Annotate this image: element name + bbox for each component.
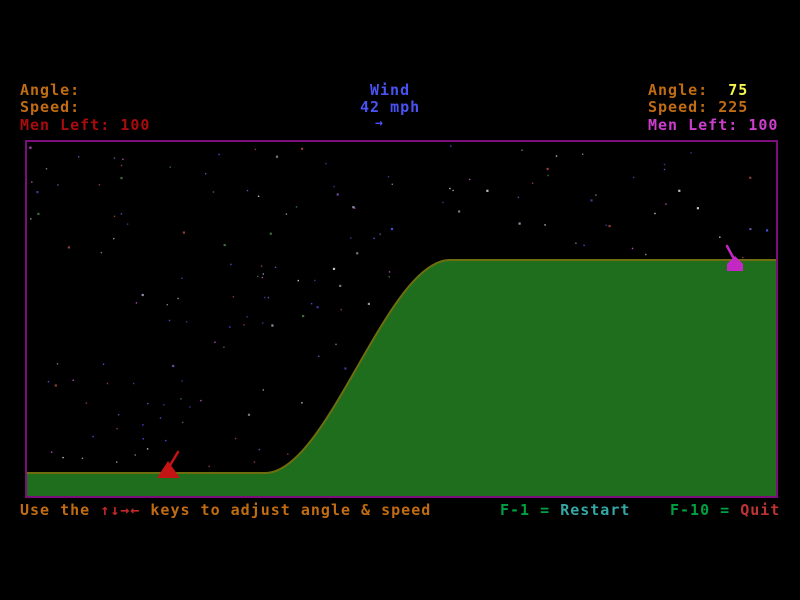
left-cannon — [157, 450, 180, 478]
wind-value: 42 mph — [360, 100, 420, 115]
angle-label: Angle: — [648, 81, 729, 99]
speed-value: 225 — [718, 98, 749, 116]
right-cannon-body — [727, 256, 743, 271]
restart-key: F-1 = — [500, 501, 561, 519]
footer-instructions: Use the ↑↓→← keys to adjust angle & spee… — [20, 503, 431, 518]
angle-value: 75 — [728, 81, 749, 99]
hud-right-speed: Speed: 225 — [648, 100, 748, 115]
speed-label: Speed: — [20, 98, 81, 116]
angle-label: Angle: — [20, 81, 81, 99]
wind-direction-arrow-icon: → — [375, 116, 384, 131]
left-cannon-body — [157, 461, 180, 478]
hud-right-angle: Angle: 75 — [648, 83, 748, 98]
hud-right-men-left: Men Left: 100 — [648, 118, 778, 133]
quit-label: Quit — [740, 501, 781, 519]
right-cannon — [725, 244, 743, 271]
arrow-keys-icons: ↑↓→← — [100, 501, 141, 519]
left-cannon-barrel — [167, 450, 180, 469]
hud-left-angle-label: Angle: — [20, 83, 80, 98]
footer-restart-hint: F-1 = Restart — [500, 503, 630, 518]
speed-label: Speed: — [648, 98, 719, 116]
wind-speed: 42 mph — [360, 98, 421, 116]
wind-title: Wind — [370, 81, 411, 99]
men-left-label: Men Left: — [648, 116, 749, 134]
men-left-label: Men Left: — [20, 116, 121, 134]
instructions-text: Use the — [20, 501, 101, 519]
right-arrow-icon: → — [375, 116, 384, 131]
terrain-edge — [27, 259, 776, 474]
terrain — [27, 260, 776, 496]
hud-left-men-left: Men Left: 100 — [20, 118, 150, 133]
playfield-canvas — [27, 145, 776, 496]
quit-key: F-10 = — [670, 501, 741, 519]
footer-quit-hint: F-10 = Quit — [670, 503, 780, 518]
wind-label: Wind — [370, 83, 410, 98]
men-left-value: 100 — [748, 116, 779, 134]
hud-left-speed-label: Speed: — [20, 100, 80, 115]
instructions-text-cont: keys to adjust angle & speed — [140, 501, 432, 519]
men-left-value: 100 — [120, 116, 151, 134]
right-cannon-barrel — [725, 244, 736, 261]
restart-label: Restart — [560, 501, 631, 519]
playfield — [25, 140, 778, 498]
